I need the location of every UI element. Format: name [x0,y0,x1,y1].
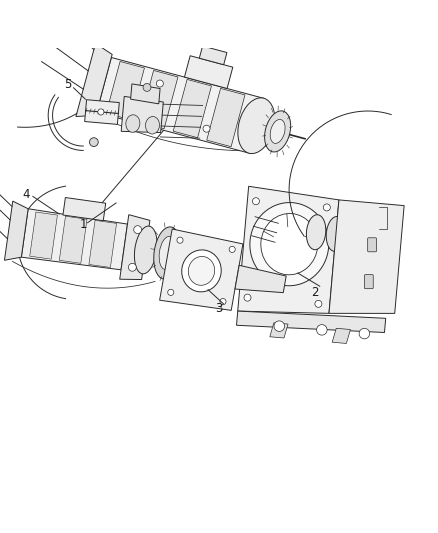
Circle shape [317,325,327,335]
Polygon shape [106,61,145,120]
Polygon shape [120,215,150,279]
Polygon shape [76,44,112,117]
Polygon shape [85,100,119,124]
Circle shape [89,138,98,147]
Polygon shape [63,198,106,221]
Circle shape [168,289,174,295]
Polygon shape [21,209,127,270]
Polygon shape [184,56,233,88]
Circle shape [252,198,259,205]
Circle shape [98,109,104,115]
Ellipse shape [238,98,275,154]
Circle shape [156,80,163,87]
Text: 1: 1 [79,219,87,231]
Ellipse shape [270,119,285,143]
Polygon shape [332,328,350,343]
Ellipse shape [306,215,326,249]
Ellipse shape [145,117,159,134]
Polygon shape [270,323,288,338]
Ellipse shape [182,250,221,292]
Circle shape [128,263,136,271]
Circle shape [244,294,251,301]
Circle shape [323,204,330,211]
Circle shape [274,321,285,332]
Ellipse shape [154,227,181,279]
Polygon shape [329,200,404,313]
Polygon shape [199,46,227,64]
Ellipse shape [188,256,215,285]
Polygon shape [235,265,286,293]
Circle shape [143,84,151,91]
Ellipse shape [326,216,346,252]
Circle shape [359,328,370,339]
Circle shape [220,298,226,305]
Circle shape [315,301,322,308]
Ellipse shape [250,203,329,286]
Polygon shape [59,216,87,263]
Polygon shape [173,79,212,138]
Circle shape [134,225,141,233]
Text: 4: 4 [22,188,30,201]
Ellipse shape [134,226,157,274]
FancyBboxPatch shape [367,238,376,252]
Text: 2: 2 [311,286,319,300]
Polygon shape [4,201,28,260]
Polygon shape [159,229,243,310]
Polygon shape [238,187,339,313]
Ellipse shape [261,214,318,275]
Circle shape [203,125,210,132]
Polygon shape [207,88,245,147]
Polygon shape [131,84,160,104]
Circle shape [229,246,235,253]
Text: 3: 3 [215,302,223,314]
Circle shape [177,237,183,243]
Ellipse shape [159,237,176,270]
Polygon shape [140,70,178,129]
Ellipse shape [126,115,140,132]
FancyBboxPatch shape [364,274,373,289]
Polygon shape [237,311,386,333]
Polygon shape [97,58,264,153]
Ellipse shape [265,111,291,152]
Polygon shape [30,212,57,259]
Polygon shape [89,220,117,268]
Text: 5: 5 [64,78,71,91]
Polygon shape [121,96,163,133]
